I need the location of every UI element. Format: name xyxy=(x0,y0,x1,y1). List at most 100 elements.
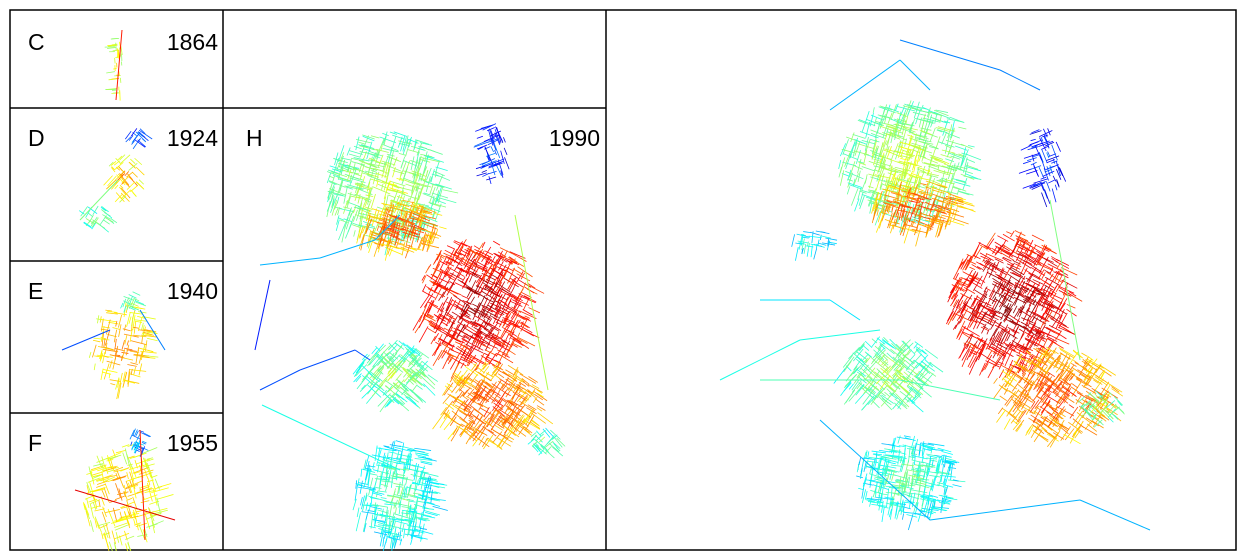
street xyxy=(954,182,971,187)
street xyxy=(467,377,480,386)
street xyxy=(844,390,855,405)
street xyxy=(962,345,971,360)
street xyxy=(865,174,867,183)
street xyxy=(434,213,442,215)
street xyxy=(957,206,973,210)
street xyxy=(89,352,91,358)
street xyxy=(873,107,874,113)
street xyxy=(951,154,955,163)
street xyxy=(907,386,921,398)
street xyxy=(403,350,413,362)
street xyxy=(444,413,456,423)
street xyxy=(130,159,135,164)
street xyxy=(436,229,438,235)
street xyxy=(474,246,480,249)
street xyxy=(1032,235,1044,241)
street xyxy=(380,137,396,143)
street xyxy=(843,139,849,154)
street xyxy=(115,496,124,499)
street xyxy=(850,141,855,158)
street xyxy=(431,169,434,182)
street xyxy=(859,119,875,125)
street xyxy=(300,350,355,370)
street xyxy=(459,343,471,351)
street xyxy=(373,462,374,469)
street xyxy=(131,341,147,345)
street xyxy=(489,171,497,173)
street xyxy=(464,273,471,287)
street xyxy=(1069,405,1074,408)
street xyxy=(367,142,372,159)
street xyxy=(110,360,112,368)
street xyxy=(910,355,915,361)
street xyxy=(1030,142,1038,145)
street xyxy=(999,369,1004,378)
street xyxy=(90,520,93,532)
street xyxy=(422,291,435,298)
street xyxy=(1014,333,1024,350)
street xyxy=(141,501,150,503)
street xyxy=(940,115,942,122)
street xyxy=(371,497,372,506)
street xyxy=(382,481,394,482)
street xyxy=(1044,431,1055,439)
street xyxy=(406,397,419,407)
street xyxy=(94,364,95,370)
street xyxy=(392,135,405,139)
street xyxy=(430,185,433,194)
street xyxy=(920,387,932,397)
street xyxy=(409,501,416,502)
street xyxy=(423,384,435,396)
street xyxy=(847,186,850,194)
street xyxy=(491,146,494,152)
street xyxy=(149,521,164,527)
street xyxy=(443,394,451,403)
street xyxy=(121,352,128,353)
street xyxy=(113,69,116,70)
street xyxy=(396,441,403,443)
street xyxy=(345,222,352,238)
street xyxy=(375,487,381,488)
street xyxy=(130,363,137,365)
street xyxy=(139,180,144,185)
street xyxy=(114,523,127,528)
street xyxy=(112,531,116,544)
street xyxy=(1005,264,1013,279)
street xyxy=(878,396,892,410)
street xyxy=(115,58,116,64)
street xyxy=(529,308,540,313)
street xyxy=(93,206,98,215)
street xyxy=(862,166,875,170)
street xyxy=(411,389,423,401)
street xyxy=(116,43,117,51)
street xyxy=(1006,267,1022,277)
street xyxy=(105,310,112,311)
street xyxy=(457,239,466,254)
street xyxy=(403,528,404,538)
street xyxy=(397,196,403,198)
street xyxy=(399,153,406,155)
street xyxy=(137,489,153,493)
street xyxy=(262,405,400,470)
street xyxy=(361,469,362,477)
street xyxy=(1048,180,1054,183)
street xyxy=(366,503,368,511)
street xyxy=(353,499,356,510)
street xyxy=(106,72,115,73)
street xyxy=(493,241,500,245)
street xyxy=(106,330,107,335)
street xyxy=(482,170,487,172)
street xyxy=(139,363,142,375)
street xyxy=(371,515,373,529)
street xyxy=(1056,142,1060,152)
street xyxy=(1002,411,1005,416)
street xyxy=(387,397,396,406)
street xyxy=(907,135,913,137)
street xyxy=(468,307,476,312)
street xyxy=(106,523,110,538)
street xyxy=(415,140,429,145)
street xyxy=(504,157,509,169)
street xyxy=(144,469,148,479)
street xyxy=(855,199,860,212)
street xyxy=(864,346,869,350)
